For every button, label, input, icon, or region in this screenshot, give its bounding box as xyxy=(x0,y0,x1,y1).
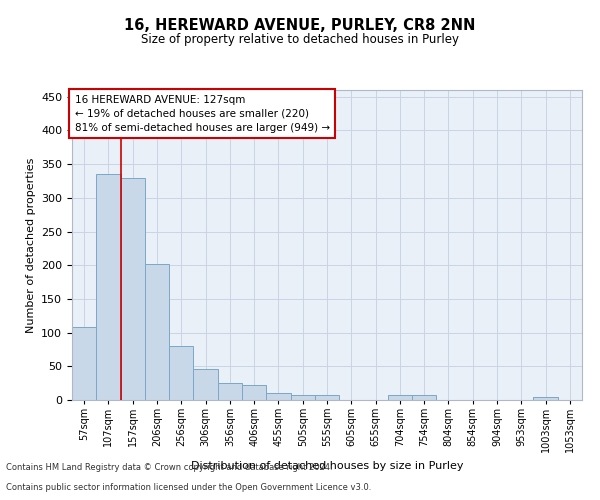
X-axis label: Distribution of detached houses by size in Purley: Distribution of detached houses by size … xyxy=(191,460,463,470)
Bar xyxy=(218,383,242,400)
Bar xyxy=(96,174,121,400)
Bar xyxy=(145,264,169,400)
Text: Contains public sector information licensed under the Open Government Licence v3: Contains public sector information licen… xyxy=(6,484,371,492)
Bar xyxy=(242,385,266,400)
Bar xyxy=(533,396,558,400)
Bar xyxy=(315,394,339,400)
Bar xyxy=(72,327,96,400)
Text: Contains HM Land Registry data © Crown copyright and database right 2024.: Contains HM Land Registry data © Crown c… xyxy=(6,464,332,472)
Bar xyxy=(169,346,193,400)
Bar xyxy=(266,392,290,400)
Text: Size of property relative to detached houses in Purley: Size of property relative to detached ho… xyxy=(141,32,459,46)
Text: 16 HEREWARD AVENUE: 127sqm
← 19% of detached houses are smaller (220)
81% of sem: 16 HEREWARD AVENUE: 127sqm ← 19% of deta… xyxy=(74,94,329,132)
Bar xyxy=(412,394,436,400)
Bar xyxy=(388,394,412,400)
Bar xyxy=(290,394,315,400)
Bar xyxy=(193,369,218,400)
Y-axis label: Number of detached properties: Number of detached properties xyxy=(26,158,35,332)
Bar xyxy=(121,178,145,400)
Text: 16, HEREWARD AVENUE, PURLEY, CR8 2NN: 16, HEREWARD AVENUE, PURLEY, CR8 2NN xyxy=(124,18,476,32)
